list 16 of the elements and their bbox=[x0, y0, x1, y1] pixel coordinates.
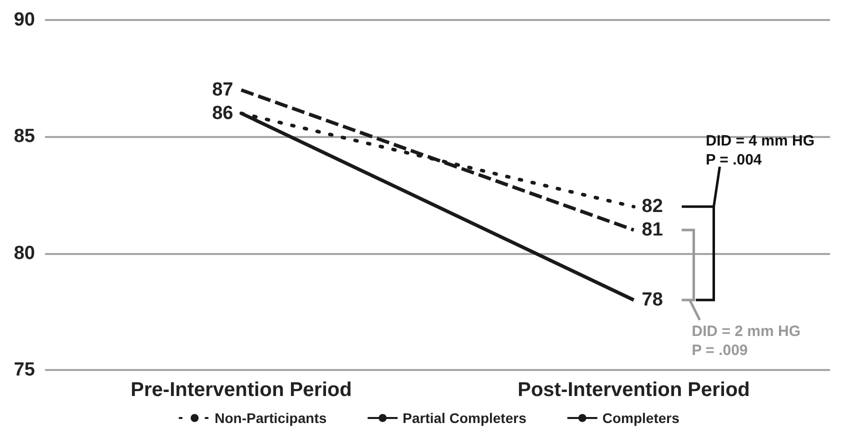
y-tick-label: 85 bbox=[14, 126, 36, 148]
x-tick-label: Pre-Intervention Period bbox=[130, 379, 352, 401]
x-tick-label: Post-Intervention Period bbox=[518, 379, 750, 401]
annotation: DID = 2 mm HG P = .009 bbox=[692, 323, 801, 359]
data-label: 87 bbox=[212, 80, 234, 100]
data-label: 86 bbox=[212, 102, 234, 124]
data-label: 82 bbox=[642, 196, 663, 218]
annotation: DID = 4 mm HG P = .004 bbox=[706, 132, 815, 169]
data-label: 78 bbox=[642, 290, 663, 310]
legend-label: Non-Participants bbox=[214, 410, 327, 426]
y-tick-label: 75 bbox=[14, 360, 36, 380]
y-tick-label: 80 bbox=[14, 242, 35, 264]
legend-label: Completers bbox=[602, 410, 680, 426]
legend-label: Partial Completers bbox=[402, 410, 527, 426]
y-tick-label: 90 bbox=[14, 10, 35, 30]
data-label: 81 bbox=[642, 220, 664, 240]
